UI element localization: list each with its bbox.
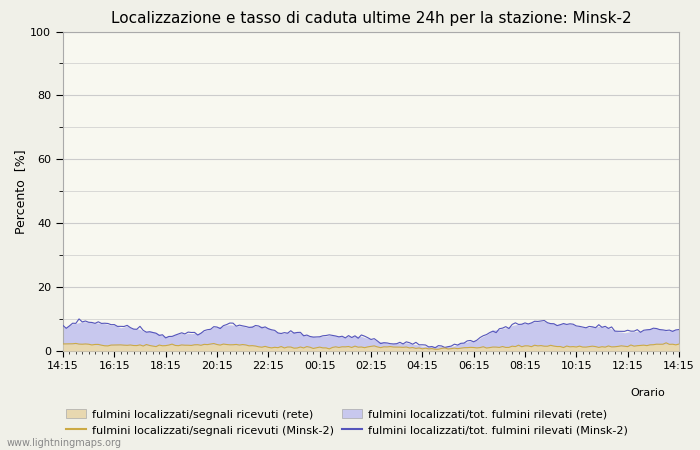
Y-axis label: Percento  [%]: Percento [%]: [15, 149, 27, 234]
Title: Localizzazione e tasso di caduta ultime 24h per la stazione: Minsk-2: Localizzazione e tasso di caduta ultime …: [111, 11, 631, 26]
Text: www.lightningmaps.org: www.lightningmaps.org: [7, 438, 122, 448]
Text: Orario: Orario: [630, 388, 665, 398]
Legend: fulmini localizzati/segnali ricevuti (rete), fulmini localizzati/segnali ricevut: fulmini localizzati/segnali ricevuti (re…: [62, 405, 632, 440]
